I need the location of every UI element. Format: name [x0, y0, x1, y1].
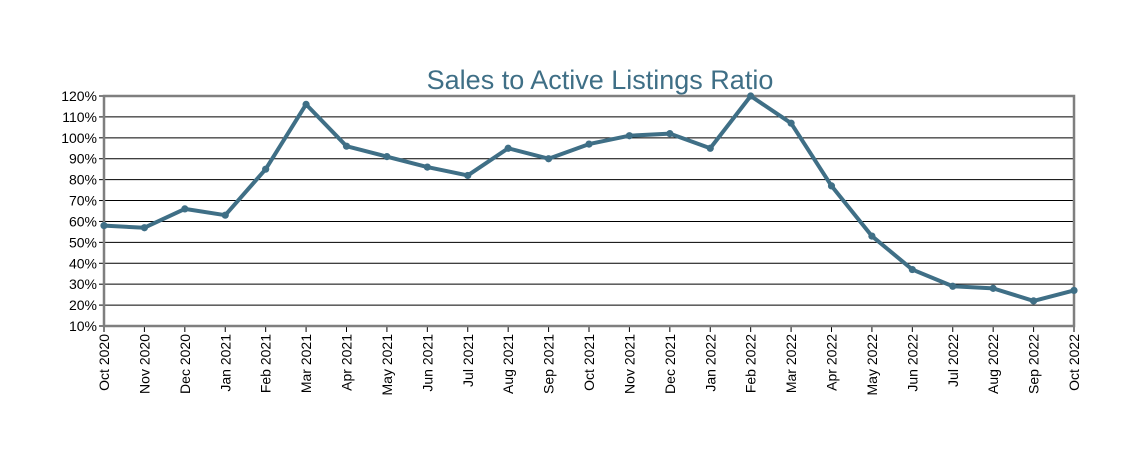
y-tick-label: 40%: [69, 255, 97, 271]
data-point: [221, 211, 229, 219]
y-tick-label: 90%: [69, 151, 97, 167]
x-tick-label: Jul 2022: [945, 334, 961, 387]
x-tick-label: Apr 2022: [824, 334, 840, 391]
x-tick-label: Mar 2022: [783, 334, 799, 393]
data-point: [544, 155, 553, 163]
x-tick-label: Sep 2022: [1026, 334, 1042, 394]
x-tick-label: Jun 2021: [419, 334, 435, 392]
x-tick-label: Apr 2021: [339, 334, 355, 391]
y-tick-label: 100%: [61, 130, 97, 146]
x-tick-label: Oct 2021: [581, 334, 597, 391]
x-tick-label: Dec 2020: [177, 334, 193, 394]
data-point: [302, 100, 310, 108]
data-point: [949, 282, 957, 290]
data-point: [706, 144, 714, 152]
data-point: [1029, 297, 1038, 305]
data-point: [625, 132, 634, 140]
x-tick-label: Oct 2022: [1066, 334, 1082, 391]
x-tick-label: Aug 2022: [985, 334, 1001, 394]
y-tick-label: 50%: [69, 234, 97, 250]
data-point: [100, 222, 108, 230]
x-tick-label: Jul 2021: [460, 334, 476, 387]
x-tick-label: Jan 2022: [702, 334, 718, 392]
data-point: [1070, 286, 1078, 295]
x-axis-ticks: Oct 2020 Nov 2020 Dec 2020 Jan 2021 Feb 2021…: [96, 326, 1082, 395]
x-tick-label: Jun 2022: [904, 334, 920, 392]
data-point: [181, 205, 189, 213]
y-tick-label: 20%: [69, 297, 97, 313]
data-point: [666, 130, 674, 138]
y-tick-label: 30%: [69, 276, 97, 292]
y-axis-ticks: 10% 20% 30% 40% 50% 60% 70% 80% 90% 100% 110% 120%: [61, 88, 104, 334]
y-tick-label: 70%: [69, 193, 97, 209]
y-tick-label: 110%: [62, 109, 97, 125]
data-point: [787, 119, 795, 127]
data-point: [989, 284, 997, 292]
x-tick-label: Mar 2021: [298, 334, 314, 393]
x-tick-label: Dec 2021: [662, 334, 678, 394]
data-point: [464, 171, 472, 180]
data-point: [342, 142, 351, 150]
chart-title: Sales to Active Listings Ratio: [427, 65, 774, 95]
x-tick-label: Nov 2020: [136, 334, 152, 394]
y-tick-label: 80%: [69, 172, 97, 188]
series-layer: [100, 92, 1078, 305]
x-tick-label: May 2022: [864, 334, 880, 396]
plot-frame: [102, 94, 1076, 328]
data-point: [908, 265, 916, 274]
x-tick-label: Nov 2021: [621, 334, 637, 394]
x-tick-label: May 2021: [379, 334, 395, 396]
x-tick-label: Aug 2021: [500, 334, 516, 394]
data-point: [504, 144, 512, 152]
x-tick-label: Sep 2021: [541, 334, 557, 394]
y-tick-label: 60%: [69, 213, 97, 229]
grid-lines: [104, 95, 1074, 327]
data-point: [140, 224, 149, 232]
x-tick-label: Feb 2021: [258, 334, 274, 393]
data-point: [585, 140, 593, 148]
data-point: [383, 153, 391, 161]
x-tick-label: Oct 2020: [96, 334, 112, 391]
data-point: [747, 92, 755, 100]
series-line: [102, 94, 1076, 303]
x-tick-label: Feb 2022: [743, 334, 759, 393]
data-point: [423, 163, 431, 171]
x-tick-label: Jan 2021: [217, 334, 233, 392]
data-point: [827, 182, 836, 190]
data-point: [262, 165, 270, 173]
y-tick-label: 120%: [61, 88, 97, 104]
y-tick-label: 10%: [69, 318, 97, 334]
data-point: [868, 232, 876, 240]
